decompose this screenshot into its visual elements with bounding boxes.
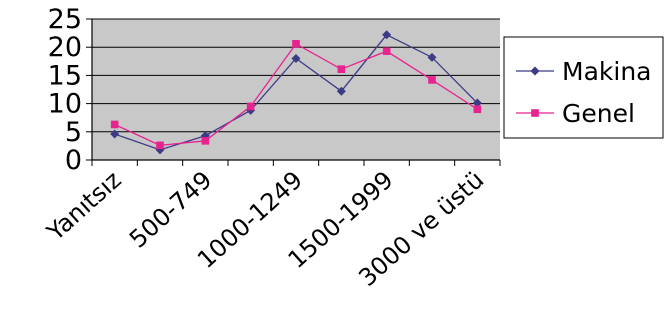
x-tick-label: Yanıtsız xyxy=(41,166,127,247)
data-point xyxy=(292,40,300,48)
x-tick-label: 500-749 xyxy=(124,166,217,254)
legend-label: Genel xyxy=(562,99,635,128)
legend-item-makina: Makina xyxy=(516,57,651,86)
data-point xyxy=(472,98,482,108)
data-point xyxy=(336,86,346,96)
y-tick-label: 10 xyxy=(48,89,82,120)
data-point xyxy=(291,53,301,63)
data-point xyxy=(427,52,437,62)
data-point xyxy=(246,102,255,111)
legend-label: Makina xyxy=(562,57,651,86)
legend-item-genel: Genel xyxy=(516,99,635,128)
legend-marker xyxy=(530,66,540,76)
data-point xyxy=(473,105,482,114)
y-tick-label: 0 xyxy=(65,145,82,176)
y-tick-label: 15 xyxy=(48,60,82,91)
y-tick-label: 25 xyxy=(48,4,82,35)
data-point xyxy=(156,141,164,150)
y-tick-label: 5 xyxy=(65,117,82,148)
legend-box xyxy=(503,36,664,139)
legend-marker xyxy=(531,109,539,117)
data-point xyxy=(428,76,436,84)
data-point xyxy=(382,47,391,55)
data-point xyxy=(110,129,120,139)
series-genel xyxy=(110,40,482,150)
data-point xyxy=(110,120,119,129)
data-point xyxy=(337,65,346,73)
y-tick-label: 20 xyxy=(48,32,82,63)
data-point xyxy=(201,137,210,145)
data-point xyxy=(382,30,392,40)
